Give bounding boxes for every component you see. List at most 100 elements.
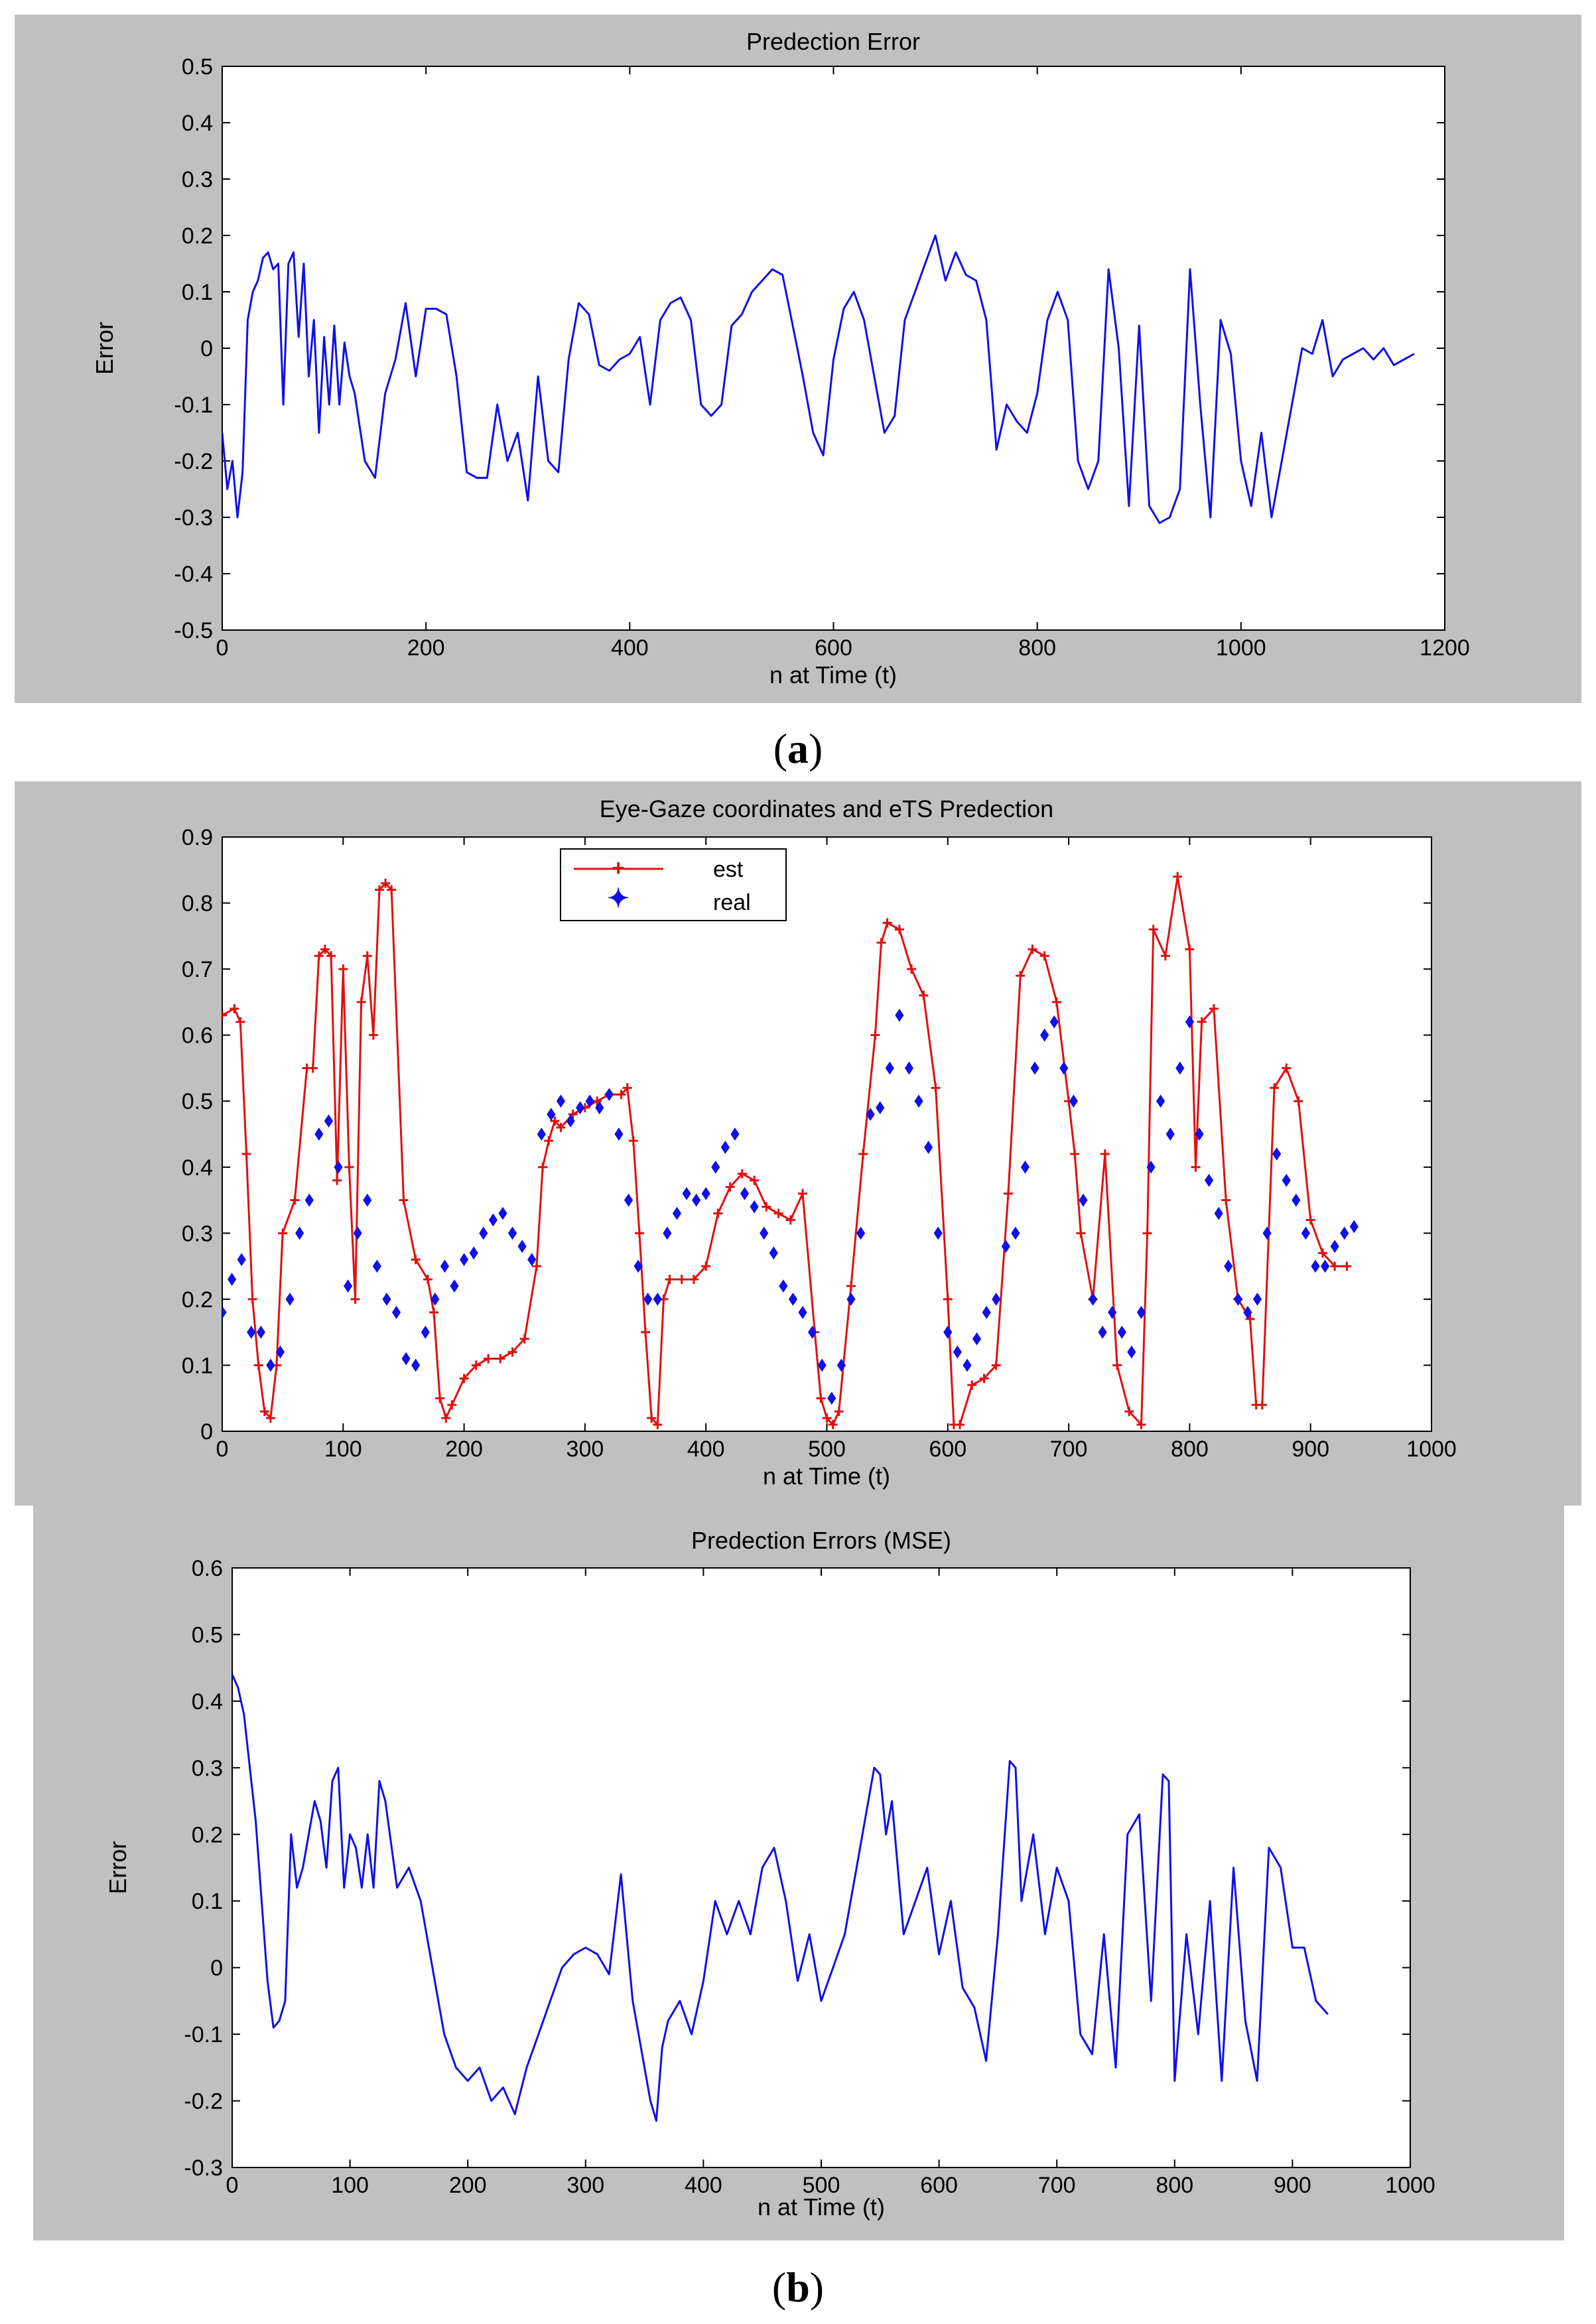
y-tick-label: 0.1 xyxy=(182,1353,213,1378)
data-point-real xyxy=(227,1273,237,1286)
x-tick-label: 600 xyxy=(929,1437,966,1462)
data-point-est xyxy=(762,1202,771,1212)
data-point-real xyxy=(488,1213,498,1227)
data-point-real xyxy=(1301,1226,1311,1240)
x-tick-label: 200 xyxy=(449,2173,487,2198)
data-point-est xyxy=(471,1360,481,1370)
data-point-real xyxy=(866,1108,875,1122)
data-point-est xyxy=(314,951,324,961)
data-point-est xyxy=(1051,997,1061,1007)
y-tick-label: -0.1 xyxy=(174,393,213,418)
chart2-plot-area xyxy=(222,836,1432,1432)
data-point-real xyxy=(498,1206,507,1220)
data-point-real xyxy=(334,1160,343,1174)
data-point-est xyxy=(507,1347,517,1357)
data-point-est xyxy=(616,1090,626,1100)
data-point-est xyxy=(822,1413,832,1423)
chart3-plot-area xyxy=(232,1567,1411,2168)
data-point-real xyxy=(1233,1292,1242,1306)
data-point-real xyxy=(769,1246,778,1260)
chart2-legend: + est ✦ real xyxy=(560,848,787,921)
x-tick-label: 300 xyxy=(566,1437,604,1462)
data-point-real xyxy=(343,1279,353,1293)
data-point-est xyxy=(1282,1063,1292,1073)
data-point-real xyxy=(836,1358,846,1372)
data-point-real xyxy=(1320,1259,1330,1273)
data-point-est xyxy=(834,1407,844,1417)
data-point-real xyxy=(904,1061,914,1075)
data-point-real xyxy=(304,1193,314,1207)
data-point-real xyxy=(1059,1061,1069,1075)
x-tick-label: 700 xyxy=(1050,1437,1088,1462)
y-tick-label: 0.1 xyxy=(192,1889,223,1914)
data-point-est xyxy=(368,1030,378,1040)
y-tick-label: 0.6 xyxy=(192,1556,223,1581)
x-tick-label: 400 xyxy=(611,635,649,661)
data-point-real xyxy=(643,1292,653,1306)
data-point-real xyxy=(1340,1226,1349,1240)
data-point-est xyxy=(1209,1003,1219,1013)
y-tick-label: 0 xyxy=(200,336,213,361)
data-point-real xyxy=(1282,1173,1291,1187)
chart3-x-axis-label: n at Time (t) xyxy=(758,2193,885,2221)
legend-real-label: real xyxy=(713,890,751,915)
data-point-est xyxy=(550,1116,560,1126)
data-point-est xyxy=(1191,1162,1201,1172)
data-point-est xyxy=(459,1374,469,1384)
x-tick-label: 600 xyxy=(920,2173,958,2198)
data-point-real xyxy=(237,1253,246,1267)
data-point-real xyxy=(682,1187,691,1200)
data-point-real xyxy=(1146,1160,1156,1174)
data-point-real xyxy=(788,1292,798,1306)
x-tick-label: 800 xyxy=(1156,2173,1193,2198)
y-tick-label: 0.2 xyxy=(192,1823,223,1848)
series-line-error xyxy=(222,234,1415,524)
data-point-real xyxy=(943,1325,953,1339)
x-tick-label: 800 xyxy=(1018,635,1056,661)
data-point-est xyxy=(677,1275,687,1285)
data-point-est xyxy=(381,878,391,888)
data-point-real xyxy=(633,1259,643,1273)
data-point-real xyxy=(314,1128,324,1141)
data-point-est xyxy=(798,1189,808,1198)
y-tick-label: 0.3 xyxy=(182,167,213,192)
data-point-est xyxy=(750,1175,760,1185)
x-tick-label: 1000 xyxy=(1385,2173,1435,2198)
data-point-real xyxy=(817,1358,827,1372)
data-point-real xyxy=(963,1358,972,1372)
chart2-series-layer xyxy=(222,871,1359,1430)
data-point-real xyxy=(808,1325,817,1339)
data-point-est xyxy=(235,1017,245,1027)
data-point-real xyxy=(363,1193,372,1207)
data-point-est xyxy=(1124,1407,1134,1417)
legend-est-label: est xyxy=(713,857,744,882)
data-point-est xyxy=(411,1255,421,1265)
data-point-est xyxy=(1160,951,1170,961)
data-point-real xyxy=(1108,1305,1117,1319)
x-tick-label: 600 xyxy=(815,635,852,661)
data-point-est xyxy=(326,951,336,961)
data-point-real xyxy=(479,1226,488,1240)
data-point-real xyxy=(469,1246,478,1260)
data-point-est xyxy=(344,1162,354,1172)
data-point-real xyxy=(720,1141,730,1154)
data-point-real xyxy=(740,1187,750,1200)
caption-b: (b) xyxy=(772,2264,824,2311)
data-point-est xyxy=(773,1208,783,1218)
data-point-real xyxy=(1079,1193,1088,1207)
data-point-est xyxy=(544,1135,554,1145)
data-point-est xyxy=(647,1413,657,1423)
chart1-series-layer xyxy=(222,234,1415,524)
y-tick-label: 0.2 xyxy=(182,1287,213,1313)
x-tick-label: 0 xyxy=(216,1437,229,1462)
data-point-est xyxy=(689,1275,698,1285)
data-point-real xyxy=(1049,1015,1059,1029)
data-point-est xyxy=(737,1169,747,1179)
data-point-est xyxy=(278,1228,288,1238)
x-tick-label: 500 xyxy=(803,2173,840,2198)
data-point-real xyxy=(1243,1305,1252,1319)
y-tick-label: -0.1 xyxy=(184,2022,223,2047)
data-point-est xyxy=(362,951,372,961)
data-point-est xyxy=(429,1307,439,1317)
data-point-est xyxy=(320,944,330,954)
